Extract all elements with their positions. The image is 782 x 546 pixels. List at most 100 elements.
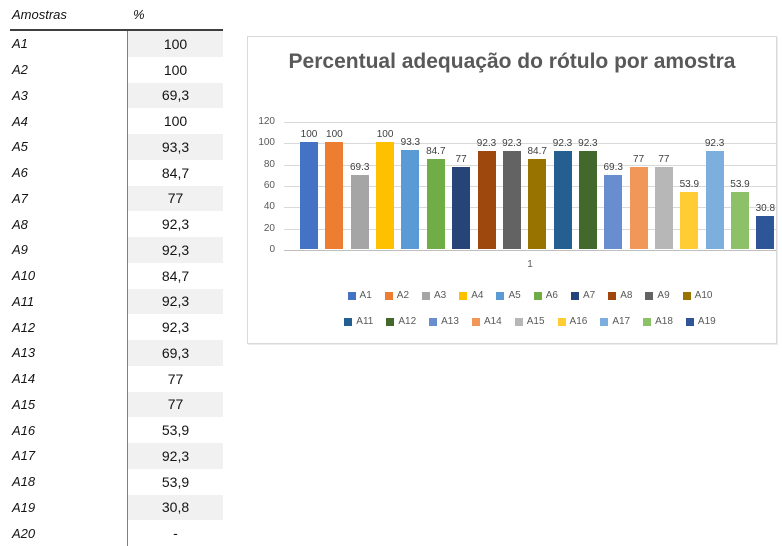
percent-cell: 92,3 bbox=[127, 237, 223, 263]
bar-A10 bbox=[528, 158, 547, 249]
table-row: A2 100 bbox=[0, 56, 223, 83]
percent-cell: 69,3 bbox=[127, 82, 223, 109]
bar-data-label: 69.3 bbox=[349, 162, 370, 174]
y-axis-tick-label: 100 bbox=[258, 137, 275, 149]
percent-cell: 92,3 bbox=[127, 443, 223, 469]
bar-A1 bbox=[300, 142, 318, 249]
legend-swatch bbox=[422, 291, 431, 300]
legend-item-A1: A1 bbox=[347, 290, 372, 301]
legend-item-A16: A16 bbox=[557, 316, 587, 327]
legend-item-A15: A15 bbox=[514, 316, 545, 327]
bar-data-label: 53.9 bbox=[730, 178, 750, 190]
legend-swatch bbox=[459, 291, 468, 300]
table-row: A17 92,3 bbox=[0, 443, 223, 469]
percent-cell: 84,7 bbox=[127, 262, 223, 289]
table-body: A1 100 A2 100 A3 69,3 A4 100 A5 93,3 A6 … bbox=[0, 31, 223, 546]
sample-cell: A11 bbox=[12, 293, 35, 309]
table-row: A18 53,9 bbox=[0, 468, 223, 495]
legend-label: A9 bbox=[657, 290, 670, 301]
x-axis-category-label: 1 bbox=[527, 259, 533, 270]
legend-swatch bbox=[570, 291, 579, 300]
plot-area: 100 100 69.3 100 93.3 84.7 77 92.3 92.3 84.7 92.3 9… bbox=[284, 122, 776, 251]
legend-label: A19 bbox=[697, 316, 716, 327]
legend-label: A18 bbox=[655, 316, 673, 327]
legend-item-A2: A2 bbox=[384, 290, 409, 301]
sample-cell: A13 bbox=[12, 345, 36, 361]
bar-A6 bbox=[426, 158, 445, 249]
table-row: A20 - bbox=[0, 520, 223, 546]
sample-cell: A8 bbox=[12, 216, 28, 232]
bar-A12 bbox=[578, 150, 597, 249]
percent-cell: 84,7 bbox=[127, 159, 223, 186]
legend-swatch bbox=[557, 317, 566, 326]
bar-A2 bbox=[325, 142, 344, 249]
legend-label: A15 bbox=[526, 316, 545, 327]
bar-A18 bbox=[731, 191, 749, 249]
legend-item-A6: A6 bbox=[533, 290, 558, 301]
bar-A5 bbox=[401, 149, 420, 249]
table-row: A13 69,3 bbox=[0, 340, 223, 366]
percent-cell: 100 bbox=[127, 108, 223, 134]
y-axis-tick-label: 80 bbox=[263, 158, 275, 170]
legend-label: A1 bbox=[359, 290, 372, 301]
table-row: A3 69,3 bbox=[0, 82, 223, 109]
table-row: A4 100 bbox=[0, 108, 223, 134]
bar-data-label: 30.8 bbox=[755, 203, 776, 215]
chart-title: Percentual adequação do rótulo por amost… bbox=[288, 50, 736, 73]
percent-cell: 69,3 bbox=[127, 340, 223, 366]
legend-item-A10: A10 bbox=[682, 290, 712, 301]
percent-cell: 92,3 bbox=[127, 211, 223, 237]
sample-cell: A14 bbox=[12, 371, 36, 387]
sample-cell: A15 bbox=[12, 396, 36, 412]
legend-item-A7: A7 bbox=[570, 290, 595, 301]
table-row: A12 92,3 bbox=[0, 314, 223, 340]
table-header-amostras: Amostras bbox=[12, 7, 67, 22]
bar-data-label: 93.3 bbox=[400, 136, 421, 148]
legend-swatch bbox=[386, 317, 395, 326]
percent-cell: 53,9 bbox=[127, 417, 223, 443]
legend-swatch bbox=[344, 317, 353, 326]
table-row: A5 93,3 bbox=[0, 134, 223, 160]
legend-swatch bbox=[685, 317, 694, 326]
y-axis-tick-label: 120 bbox=[258, 116, 275, 127]
bar-data-label: 92.3 bbox=[704, 137, 725, 149]
legend-label: A3 bbox=[434, 290, 447, 301]
samples-table: Amostras % A1 100 A2 100 A3 69,3 A4 100 … bbox=[0, 0, 232, 546]
bar-data-label: 100 bbox=[376, 129, 394, 141]
table-row: A15 77 bbox=[0, 391, 223, 418]
legend-row-1: A1 A2 A3 A4 A5 A6 A7 A8 A9 A10 bbox=[347, 290, 712, 301]
bar-chart[interactable]: Percentual adequação do rótulo por amost… bbox=[247, 36, 777, 344]
table-header-percent: % bbox=[133, 7, 145, 22]
legend-row-2: A11 A12 A13 A14 A15 A16 A17 A18 A19 bbox=[344, 316, 716, 327]
legend-item-A13: A13 bbox=[429, 316, 459, 327]
percent-cell: 92,3 bbox=[127, 314, 223, 340]
percent-cell: 93,3 bbox=[127, 134, 223, 160]
y-axis: 0 20 40 60 80 100 120 bbox=[248, 116, 280, 255]
table-row: A9 92,3 bbox=[0, 237, 223, 263]
sample-cell: A3 bbox=[12, 87, 28, 103]
bar-A15 bbox=[654, 166, 673, 249]
percent-cell: 92,3 bbox=[127, 288, 223, 315]
legend-item-A4: A4 bbox=[459, 290, 483, 301]
percent-cell: 100 bbox=[127, 31, 223, 57]
legend-swatch bbox=[682, 291, 691, 300]
legend-item-A19: A19 bbox=[685, 316, 716, 327]
bar-data-label: 84.7 bbox=[527, 145, 547, 157]
legend-swatch bbox=[645, 291, 654, 300]
legend-swatch bbox=[496, 291, 505, 300]
bar-data-label: 100 bbox=[326, 129, 343, 141]
sample-cell: A5 bbox=[12, 139, 28, 155]
table-row: A19 30,8 bbox=[0, 494, 223, 521]
legend-swatch bbox=[643, 317, 652, 326]
legend-item-A14: A14 bbox=[471, 316, 502, 327]
chart-legend: A1 A2 A3 A4 A5 A6 A7 A8 A9 A10 A11 bbox=[284, 290, 776, 327]
table-row: A1 100 bbox=[0, 31, 223, 57]
table-header-rule bbox=[10, 29, 223, 31]
percent-cell: 100 bbox=[127, 56, 223, 83]
sample-cell: A7 bbox=[12, 190, 28, 206]
legend-swatch bbox=[471, 317, 480, 326]
sample-cell: A2 bbox=[12, 62, 28, 78]
sample-cell: A19 bbox=[12, 499, 36, 515]
gridline bbox=[284, 143, 776, 145]
legend-label: A12 bbox=[398, 316, 417, 327]
